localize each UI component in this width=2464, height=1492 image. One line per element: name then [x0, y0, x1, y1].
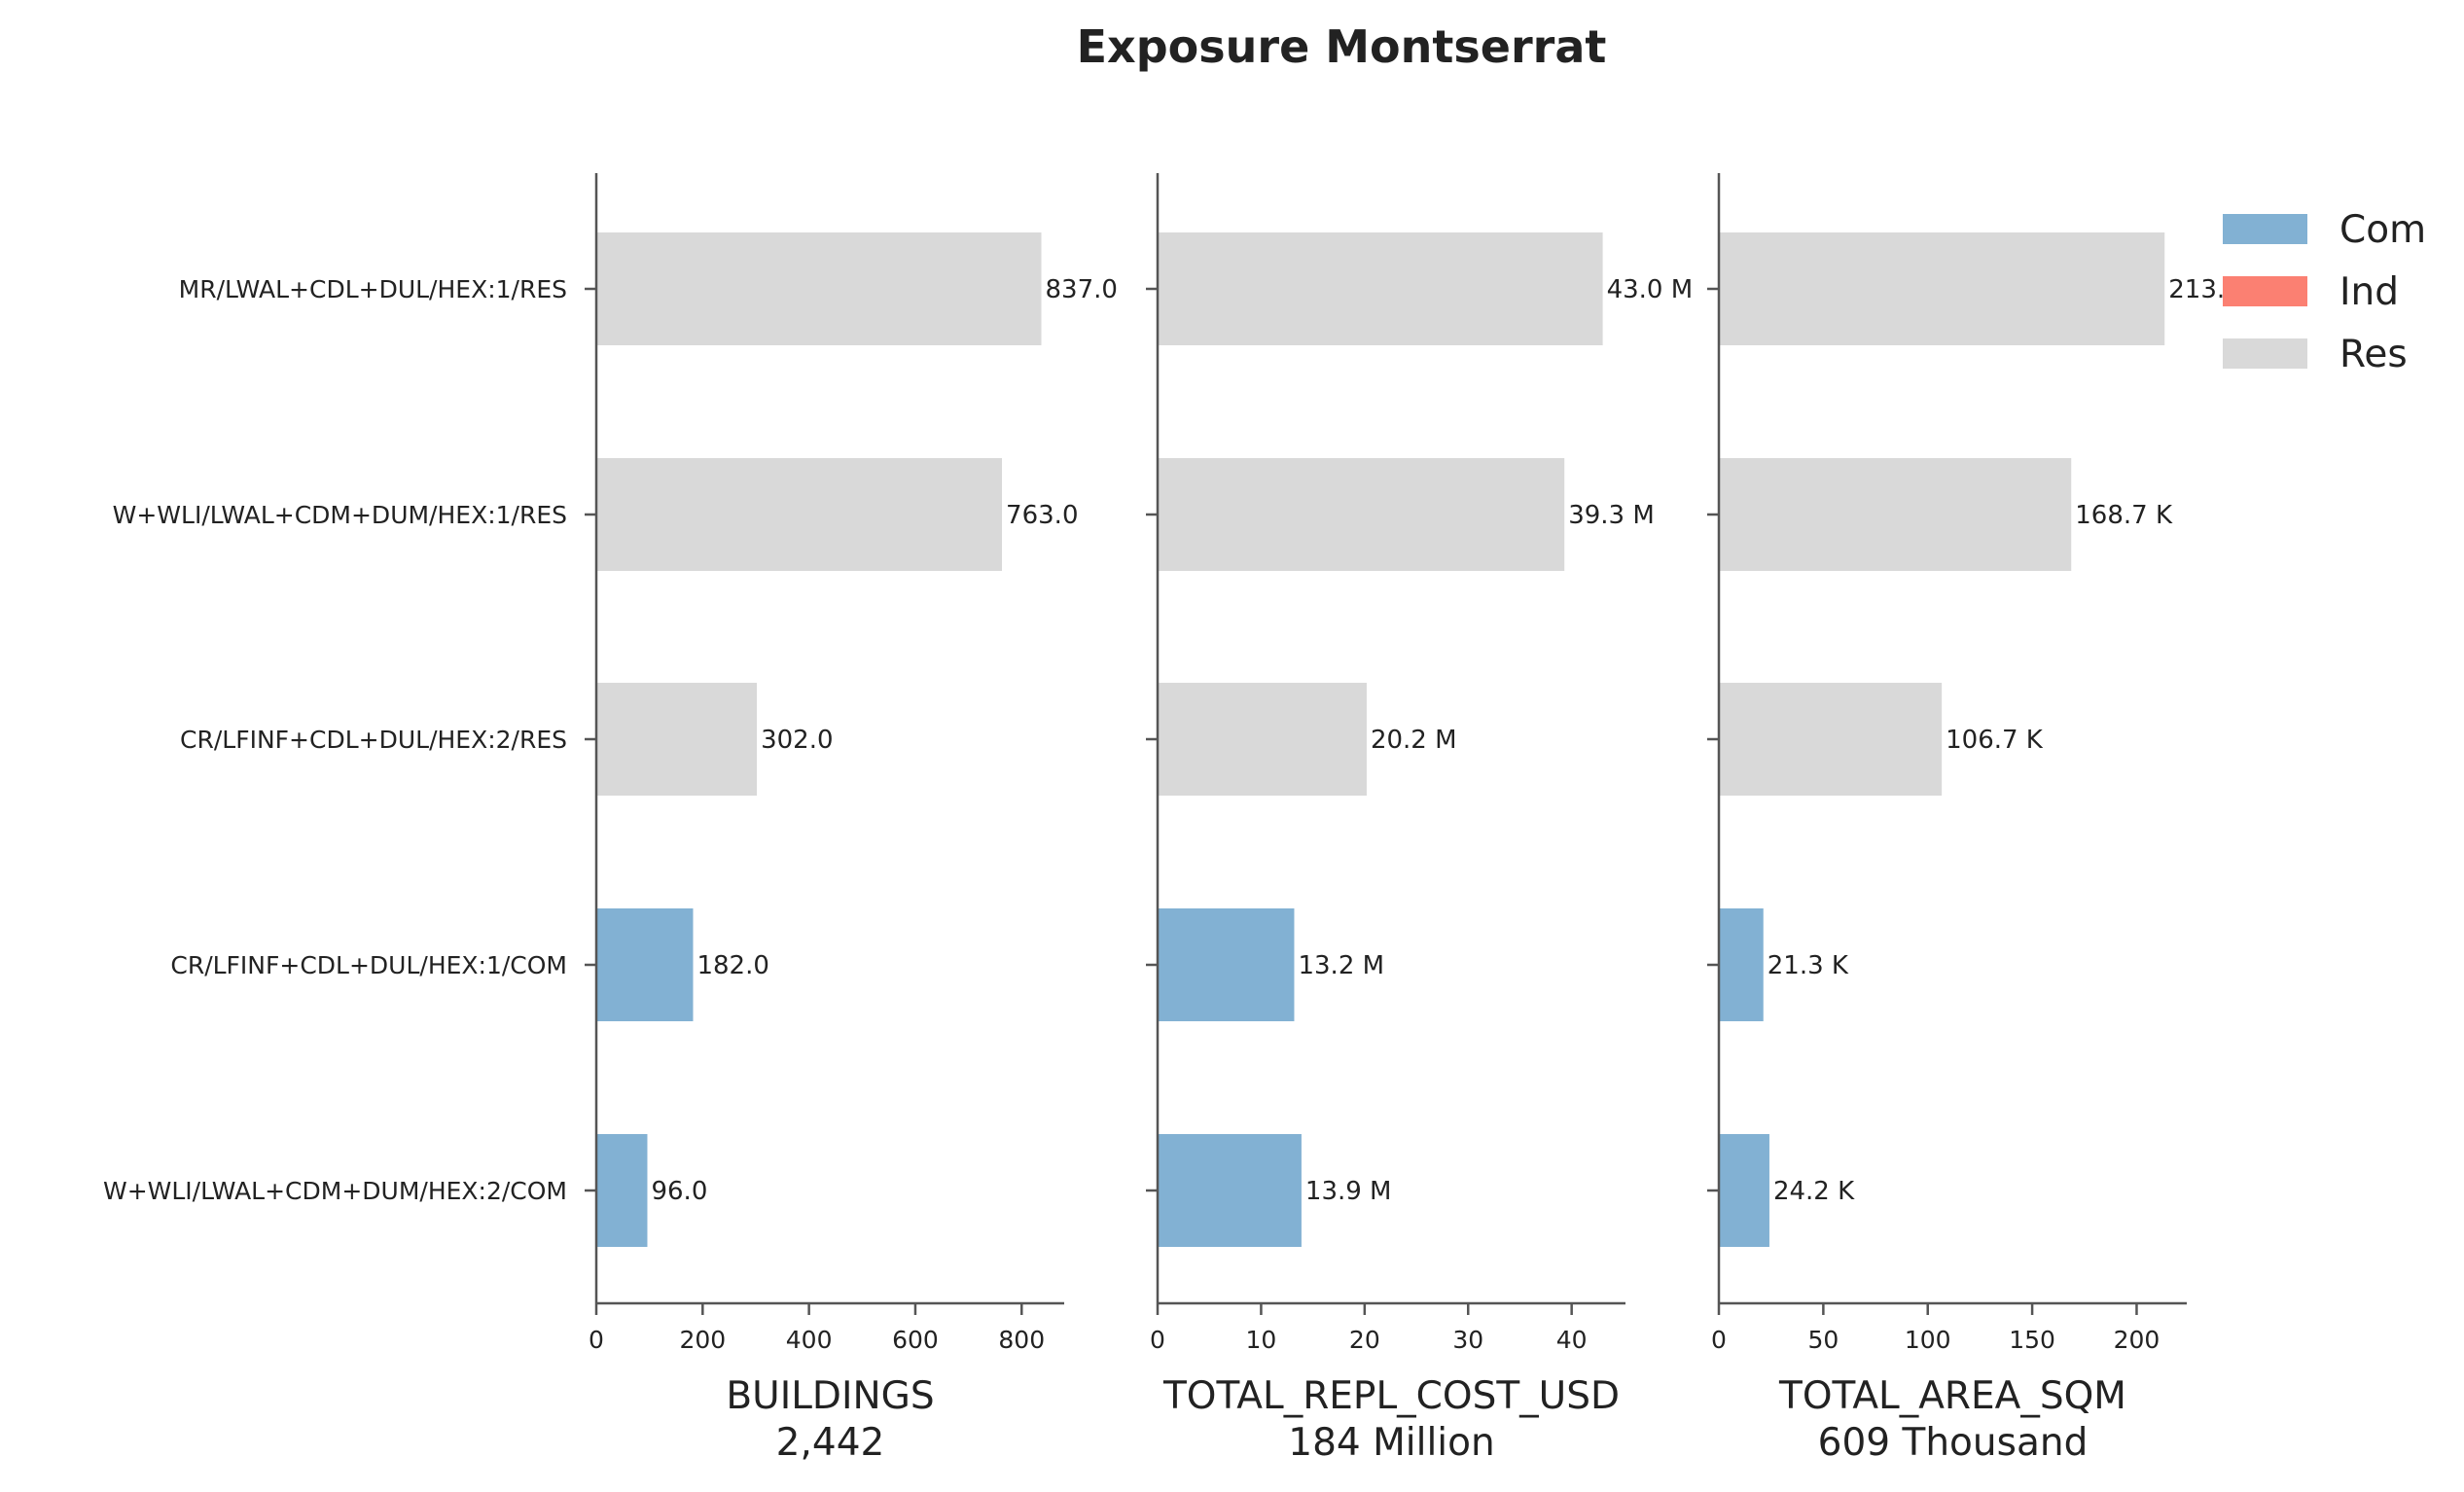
- x-tick-label: 30: [1452, 1326, 1483, 1354]
- legend-swatch-ind: [2223, 276, 2307, 306]
- y-tick-label: CR/LFINF+CDL+DUL/HEX:2/RES: [180, 726, 567, 754]
- data-label: 106.7 K: [1946, 726, 2044, 755]
- x-tick-label: 0: [589, 1326, 604, 1354]
- x-tick-label: 40: [1556, 1326, 1588, 1354]
- bar-com: [596, 908, 694, 1021]
- bar-res: [596, 232, 1042, 345]
- bar-com: [1158, 908, 1295, 1021]
- y-tick-label: MR/LWAL+CDL+DUL/HEX:1/RES: [179, 275, 567, 303]
- data-label: 837.0: [1045, 275, 1117, 304]
- panel-total_repl_cost_usd: 0 10 20 30 40 43.0 M 39.3 M 20.2 M 13.2 M 13.9 M T…: [1146, 173, 1693, 1465]
- x-axis-title: TOTAL_AREA_SQM: [1778, 1374, 2126, 1418]
- legend-label-com: Com: [2339, 208, 2426, 252]
- x-axis-total: 2,442: [776, 1421, 885, 1465]
- bar-res: [1158, 683, 1367, 796]
- bar-com: [1719, 908, 1764, 1021]
- data-label: 13.9 M: [1305, 1177, 1392, 1206]
- data-label: 43.0 M: [1607, 275, 1694, 304]
- chart-title: Exposure Montserrat: [1077, 20, 1607, 73]
- x-axis-title: BUILDINGS: [726, 1374, 934, 1418]
- bar-com: [1719, 1134, 1769, 1247]
- x-axis-title: TOTAL_REPL_COST_USD: [1162, 1374, 1620, 1418]
- data-label: 39.3 M: [1568, 501, 1655, 530]
- data-label: 21.3 K: [1768, 951, 1849, 980]
- x-tick-label: 800: [998, 1326, 1045, 1354]
- legend-label-ind: Ind: [2339, 270, 2399, 314]
- legend-swatch-res: [2223, 338, 2307, 369]
- x-tick-label: 10: [1246, 1326, 1277, 1354]
- data-label: 24.2 K: [1773, 1177, 1855, 1206]
- x-tick-label: 600: [892, 1326, 939, 1354]
- data-label: 302.0: [761, 726, 833, 755]
- data-label: 20.2 M: [1371, 726, 1457, 755]
- bar-res: [596, 683, 758, 796]
- bar-res: [1158, 458, 1565, 571]
- x-tick-label: 200: [679, 1326, 726, 1354]
- data-label: 182.0: [696, 951, 768, 980]
- x-axis-total: 184 Million: [1288, 1421, 1494, 1465]
- bar-res: [1719, 458, 2072, 571]
- y-tick-label: CR/LFINF+CDL+DUL/HEX:1/COM: [170, 951, 567, 979]
- bar-res: [1719, 232, 2165, 345]
- data-label: 13.2 M: [1298, 951, 1384, 980]
- bar-res: [596, 458, 1003, 571]
- x-tick-label: 0: [1150, 1326, 1165, 1354]
- bar-com: [1158, 1134, 1302, 1247]
- legend-swatch-com: [2223, 214, 2307, 244]
- legend-label-res: Res: [2339, 333, 2408, 376]
- data-label: 763.0: [1006, 501, 1078, 530]
- chart-legend: Com Ind Res: [2223, 208, 2426, 376]
- y-tick-label: W+WLI/LWAL+CDM+DUM/HEX:1/RES: [113, 501, 567, 529]
- data-label: 168.7 K: [2075, 501, 2173, 530]
- chart-panels: MR/LWAL+CDL+DUL/HEX:1/RES W+WLI/LWAL+CDM+…: [103, 173, 2267, 1465]
- bar-com: [596, 1134, 648, 1247]
- bar-res: [1158, 232, 1603, 345]
- x-axis-total: 609 Thousand: [1818, 1421, 2089, 1465]
- x-tick-label: 20: [1349, 1326, 1380, 1354]
- x-tick-label: 200: [2114, 1326, 2160, 1354]
- y-tick-label: W+WLI/LWAL+CDM+DUM/HEX:2/COM: [103, 1177, 567, 1205]
- x-tick-label: 150: [2009, 1326, 2055, 1354]
- x-tick-label: 50: [1807, 1326, 1839, 1354]
- x-tick-label: 400: [786, 1326, 833, 1354]
- panel-buildings: MR/LWAL+CDL+DUL/HEX:1/RES W+WLI/LWAL+CDM+…: [103, 173, 1118, 1465]
- x-tick-label: 0: [1711, 1326, 1727, 1354]
- bar-res: [1719, 683, 1943, 796]
- data-label: 96.0: [651, 1177, 707, 1206]
- x-tick-label: 100: [1905, 1326, 1951, 1354]
